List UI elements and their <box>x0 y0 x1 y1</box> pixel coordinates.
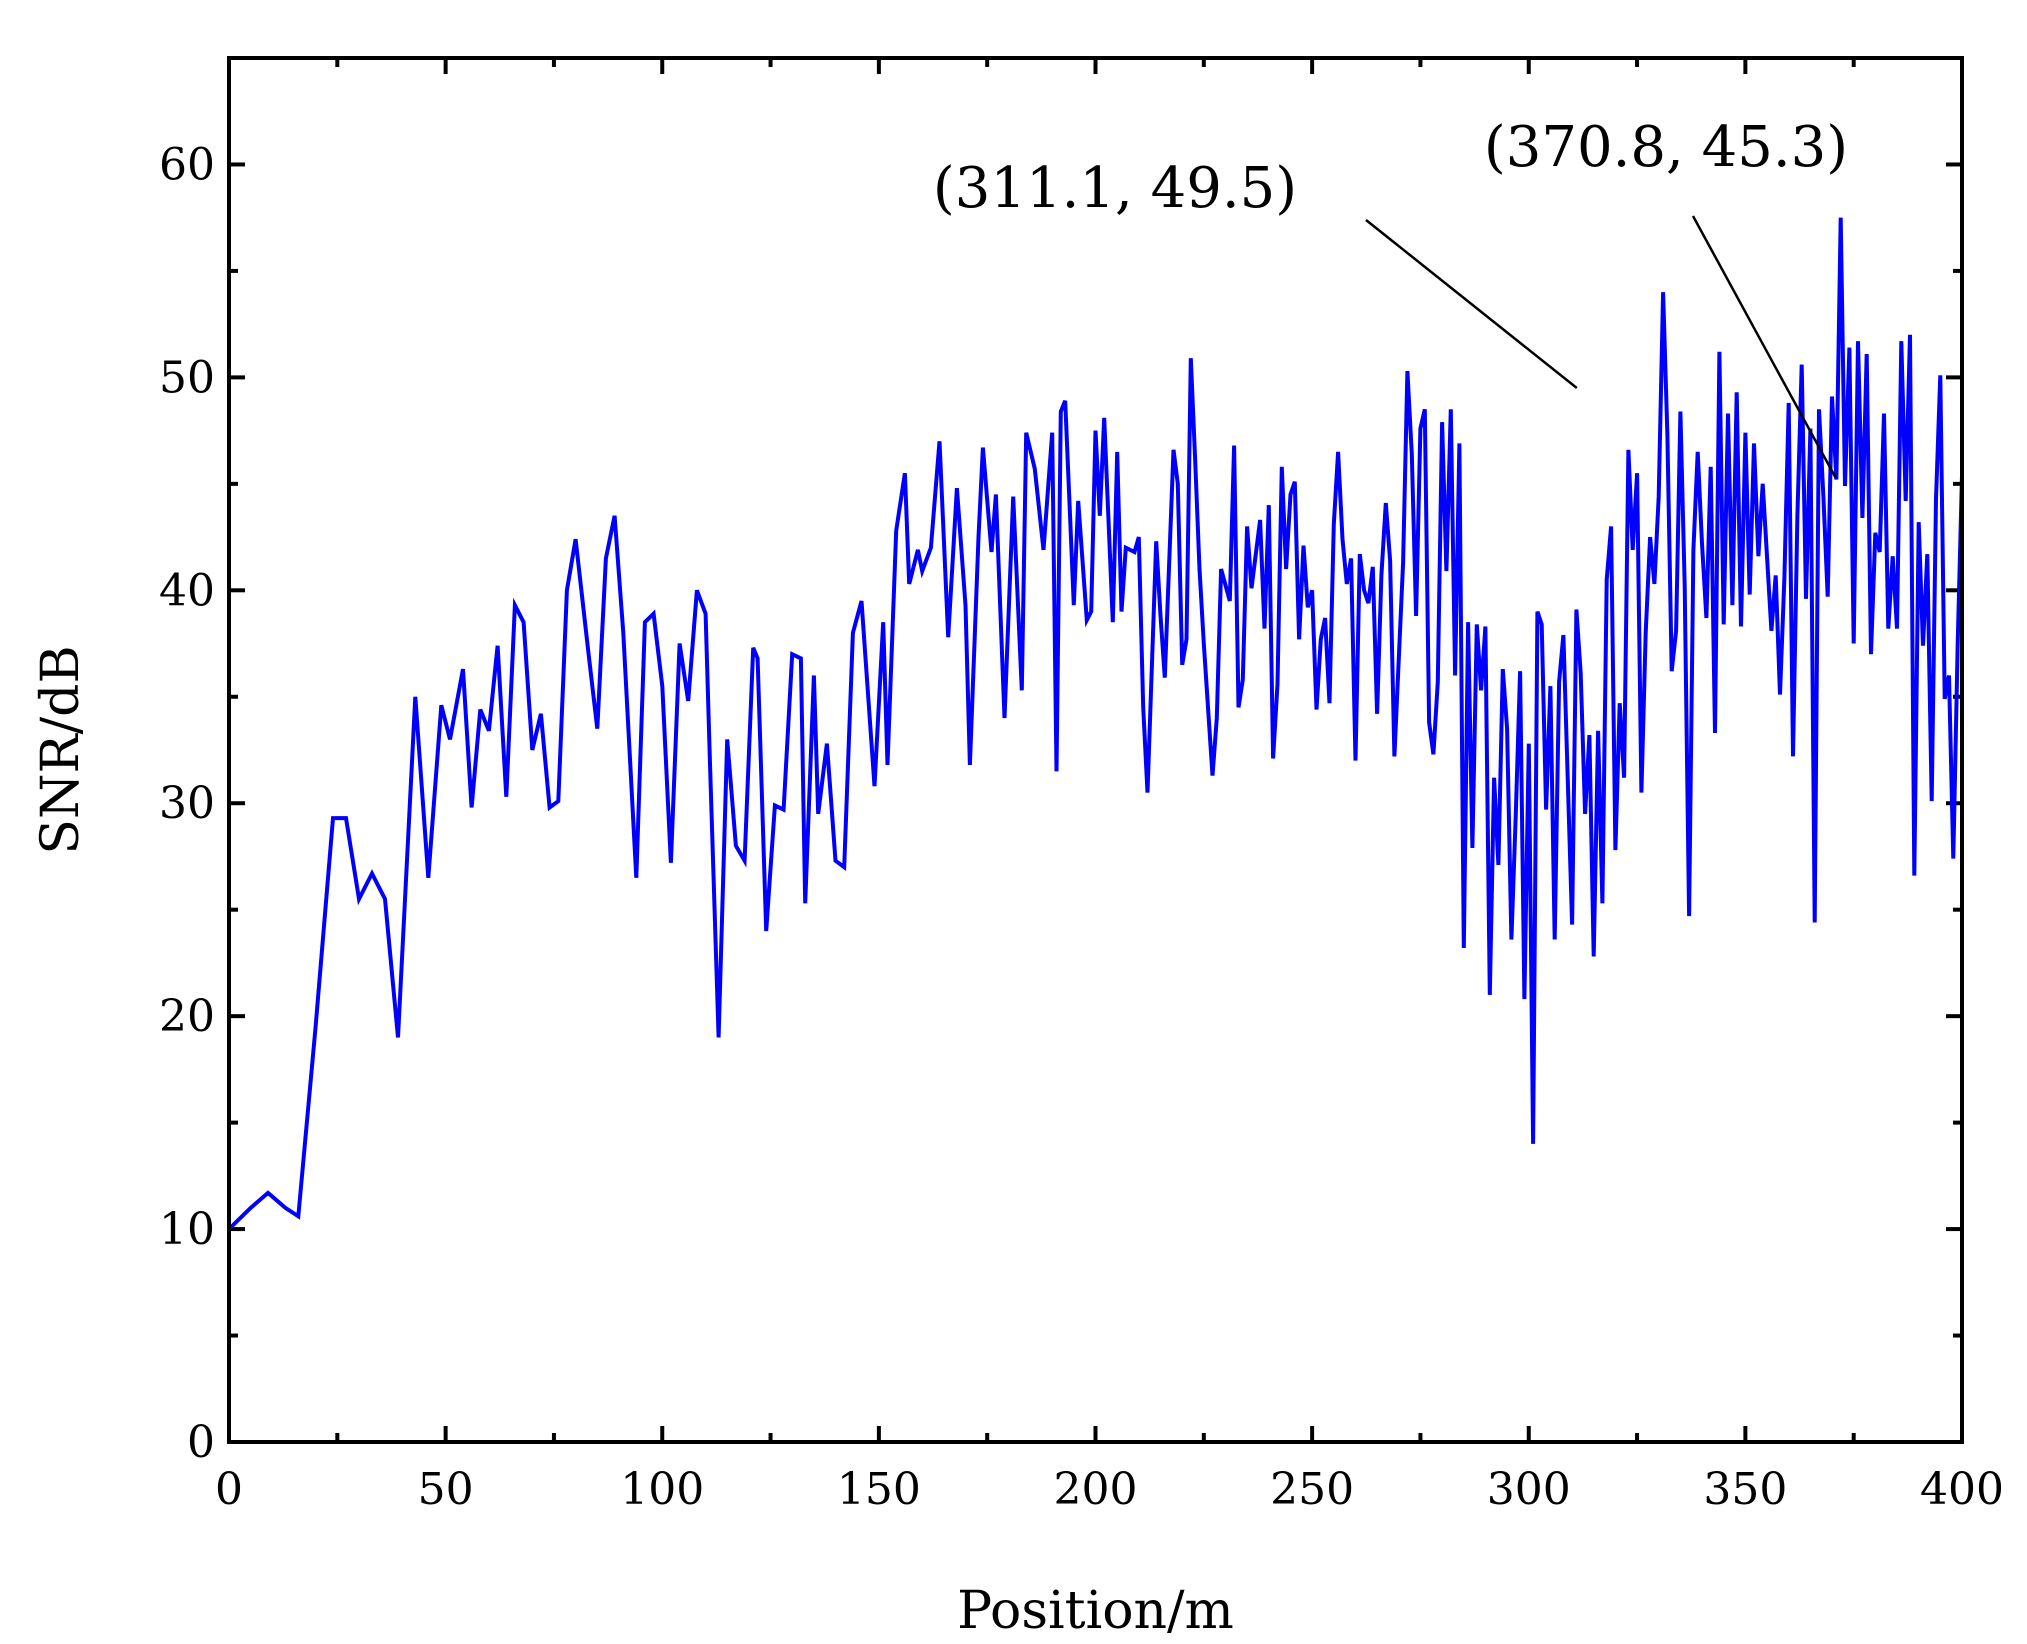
x-tick-label: 350 <box>1703 1464 1787 1515</box>
annotation-label: (311.1, 49.5) <box>933 156 1297 221</box>
x-tick-label: 100 <box>620 1464 704 1515</box>
series-group <box>227 185 1964 1304</box>
plot-frame <box>227 56 1964 1444</box>
y-axis-title: SNR/dB <box>31 645 91 854</box>
annotation-leader-line <box>1691 215 1837 479</box>
annotations: (311.1, 49.5) (370.8, 45.3) <box>933 115 1848 479</box>
series-line <box>227 185 1964 1304</box>
x-tick-label: 0 <box>215 1464 243 1515</box>
y-tick-label: 30 <box>159 778 215 829</box>
x-tick-label: 250 <box>1270 1464 1354 1515</box>
y-tick-label: 20 <box>159 991 215 1042</box>
y-tick-label: 40 <box>159 565 215 616</box>
annotation-leader-line <box>1365 219 1578 390</box>
x-axis-title: Position/m <box>957 1581 1234 1641</box>
annotation-label: (370.8, 45.3) <box>1484 115 1848 180</box>
x-tick-label: 300 <box>1487 1464 1571 1515</box>
y-tick-label: 0 <box>187 1417 215 1468</box>
y-tick-label: 50 <box>159 352 215 403</box>
x-tick-label: 150 <box>837 1464 921 1515</box>
x-tick-label: 50 <box>418 1464 474 1515</box>
x-tick-label: 200 <box>1054 1464 1138 1515</box>
tick-labels: 0 50 100 150 200 250 300 350 400 0 10 20 30 40 50 60 <box>159 139 2004 1515</box>
y-tick-label: 10 <box>159 1204 215 1255</box>
y-tick-label: 60 <box>159 139 215 190</box>
x-tick-label: 400 <box>1920 1464 2004 1515</box>
